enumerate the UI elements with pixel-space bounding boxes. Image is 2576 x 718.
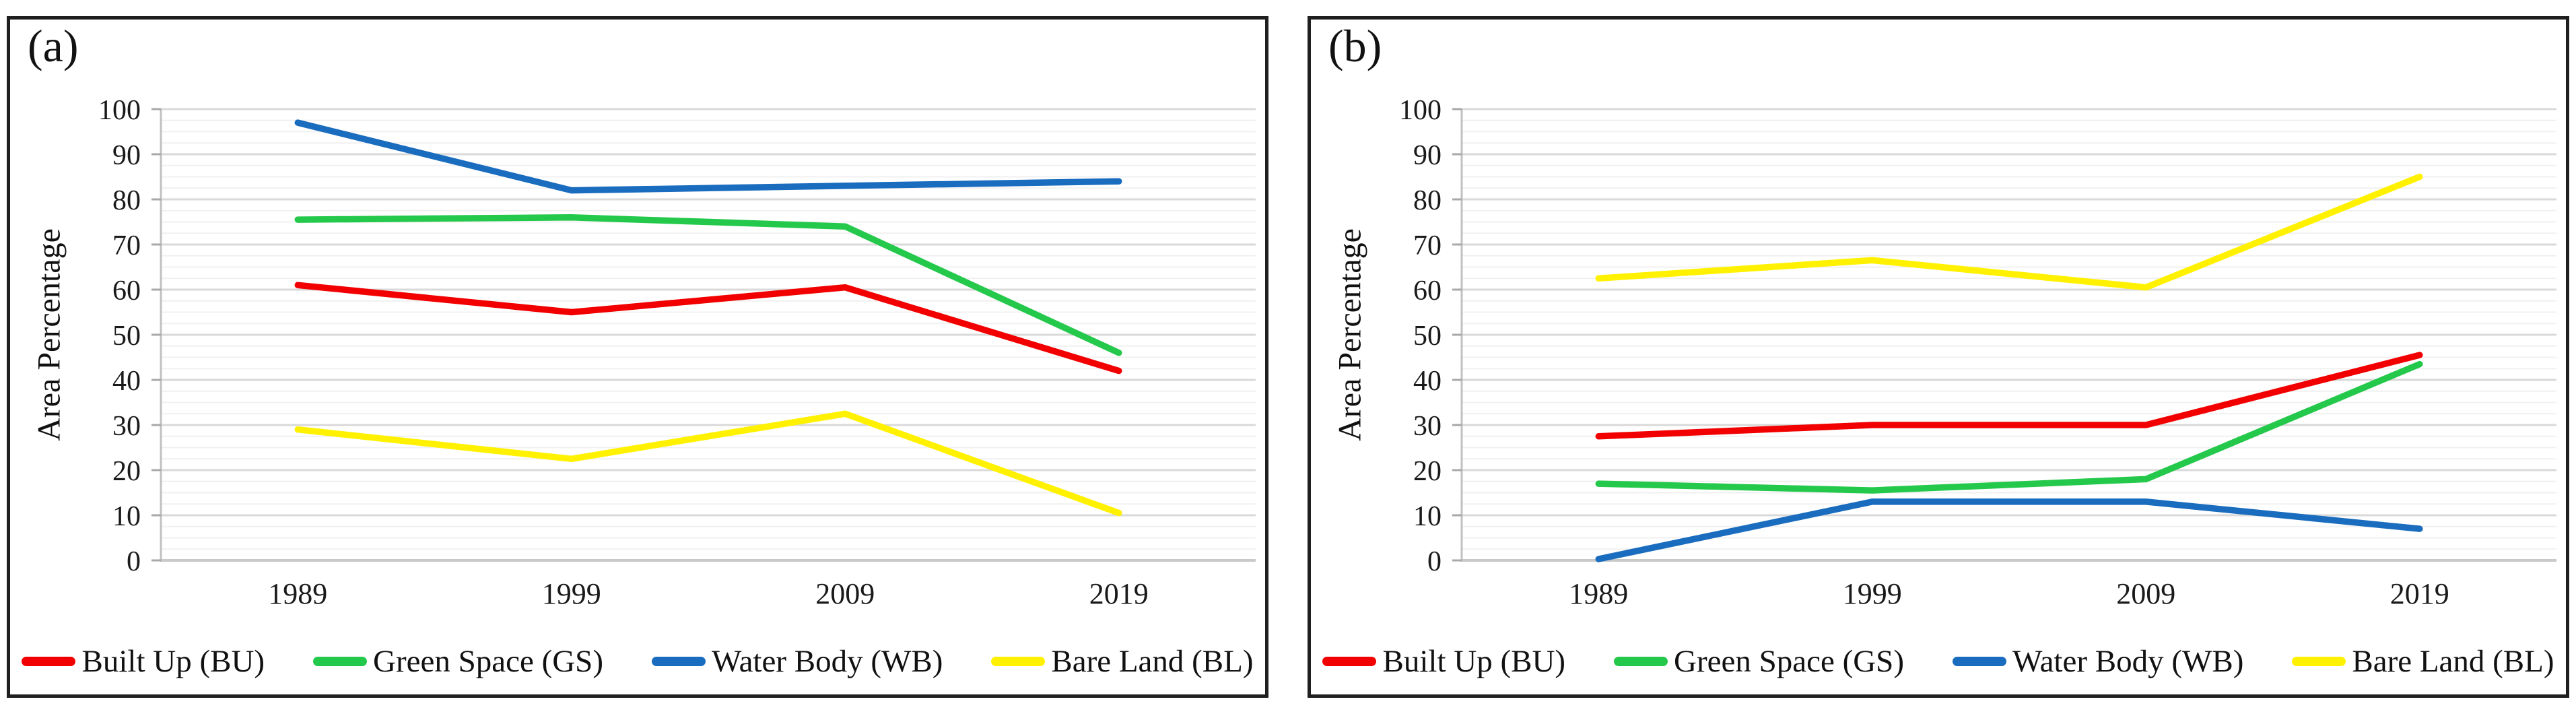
x-tick-label: 1999 bbox=[1843, 577, 1902, 610]
y-tick-label: 100 bbox=[1399, 95, 1442, 126]
series-line-bare_land bbox=[294, 410, 1122, 517]
x-tick-label: 2009 bbox=[815, 577, 875, 610]
y-tick-label: 60 bbox=[112, 275, 141, 306]
y-tick-label: 20 bbox=[1413, 456, 1442, 487]
legend-label: Built Up (BU) bbox=[81, 644, 265, 679]
series-line-green_space bbox=[294, 214, 1122, 356]
series-line-green_space bbox=[1595, 360, 2423, 494]
y-tick-label: 100 bbox=[98, 95, 141, 126]
legend-swatch-green_space bbox=[1614, 657, 1668, 666]
x-tick-label: 2019 bbox=[1089, 577, 1149, 610]
legend-item-water_body: Water Body (WB) bbox=[1952, 643, 2244, 680]
legend-swatch-built_up bbox=[22, 657, 76, 666]
y-tick-label: 10 bbox=[112, 501, 141, 532]
y-tick-label: 70 bbox=[112, 230, 141, 261]
legend-swatch-green_space bbox=[313, 657, 368, 666]
y-tick-label: 90 bbox=[112, 140, 141, 171]
panel-label-a: (a) bbox=[28, 20, 79, 71]
x-tick-label: 1989 bbox=[268, 577, 327, 610]
legend-label: Water Body (WB) bbox=[711, 644, 943, 679]
y-axis-title-a: Area Percentage bbox=[31, 228, 67, 441]
legend-item-green_space: Green Space (GS) bbox=[1614, 643, 1904, 680]
y-tick-label: 0 bbox=[127, 546, 141, 577]
y-tick-label: 70 bbox=[1413, 230, 1442, 261]
legend-swatch-water_body bbox=[1952, 657, 2006, 666]
x-tick-label: 1989 bbox=[1569, 577, 1628, 610]
legend-label: Built Up (BU) bbox=[1382, 644, 1566, 679]
legend-swatch-built_up bbox=[1322, 657, 1377, 666]
legend-item-bare_land: Bare Land (BL) bbox=[991, 643, 1254, 680]
y-tick-label: 30 bbox=[112, 411, 141, 442]
series-line-water_body bbox=[1595, 498, 2423, 562]
x-tick-label: 2019 bbox=[2390, 577, 2449, 610]
x-tick-label: 1999 bbox=[542, 577, 601, 610]
legend-item-green_space: Green Space (GS) bbox=[313, 643, 603, 680]
y-tick-label: 10 bbox=[1413, 501, 1442, 532]
y-tick-label: 60 bbox=[1413, 275, 1442, 306]
y-tick-label: 0 bbox=[1427, 546, 1442, 577]
y-tick-label: 50 bbox=[1413, 321, 1442, 352]
legend-swatch-bare_land bbox=[991, 657, 1046, 666]
panel-b: 0 10 20 30 40 50 60 70 80 90 100 1989 1999 2009 2019 (… bbox=[1308, 16, 2569, 698]
series-line-built_up bbox=[294, 282, 1122, 374]
legend-b: Built Up (BU) Green Space (GS) Water Body … bbox=[1311, 643, 2566, 680]
y-tick-label: 40 bbox=[112, 366, 141, 397]
line-chart-b: 0 10 20 30 40 50 60 70 80 90 100 1989 1999 2009 2019 bbox=[1399, 95, 2556, 610]
legend-label: Bare Land (BL) bbox=[1051, 644, 1254, 679]
legend-label: Green Space (GS) bbox=[373, 644, 603, 679]
y-axis-title-b: Area Percentage bbox=[1332, 228, 1368, 441]
series-line-built_up bbox=[1595, 352, 2423, 440]
legend-item-built_up: Built Up (BU) bbox=[1322, 643, 1565, 680]
legend-swatch-bare_land bbox=[2292, 657, 2346, 666]
legend-a: Built Up (BU) Green Space (GS) Water Body … bbox=[10, 643, 1265, 680]
legend-label: Water Body (WB) bbox=[2012, 644, 2244, 679]
legend-label: Green Space (GS) bbox=[1674, 644, 1904, 679]
x-tick-label: 2009 bbox=[2116, 577, 2175, 610]
series-line-bare_land bbox=[1595, 173, 2423, 291]
legend-item-water_body: Water Body (WB) bbox=[651, 643, 943, 680]
y-tick-label: 50 bbox=[112, 321, 141, 352]
y-tick-label: 80 bbox=[1413, 185, 1442, 216]
legend-label: Bare Land (BL) bbox=[2352, 644, 2554, 679]
legend-item-built_up: Built Up (BU) bbox=[22, 643, 265, 680]
y-tick-label: 80 bbox=[112, 185, 141, 216]
y-tick-label: 20 bbox=[112, 456, 141, 487]
legend-item-bare_land: Bare Land (BL) bbox=[2292, 643, 2554, 680]
series-line-water_body bbox=[294, 119, 1122, 194]
line-chart-a: 0 10 20 30 40 50 60 70 80 90 100 1989 1999 2009 2019 bbox=[98, 95, 1256, 610]
panel-a: 0 10 20 30 40 50 60 70 80 90 100 1989 1999 2009 2019 (… bbox=[7, 16, 1268, 698]
y-tick-label: 90 bbox=[1413, 140, 1442, 171]
y-tick-label: 30 bbox=[1413, 411, 1442, 442]
panel-label-b: (b) bbox=[1328, 20, 1382, 71]
y-tick-label: 40 bbox=[1413, 366, 1442, 397]
legend-swatch-water_body bbox=[651, 657, 706, 666]
